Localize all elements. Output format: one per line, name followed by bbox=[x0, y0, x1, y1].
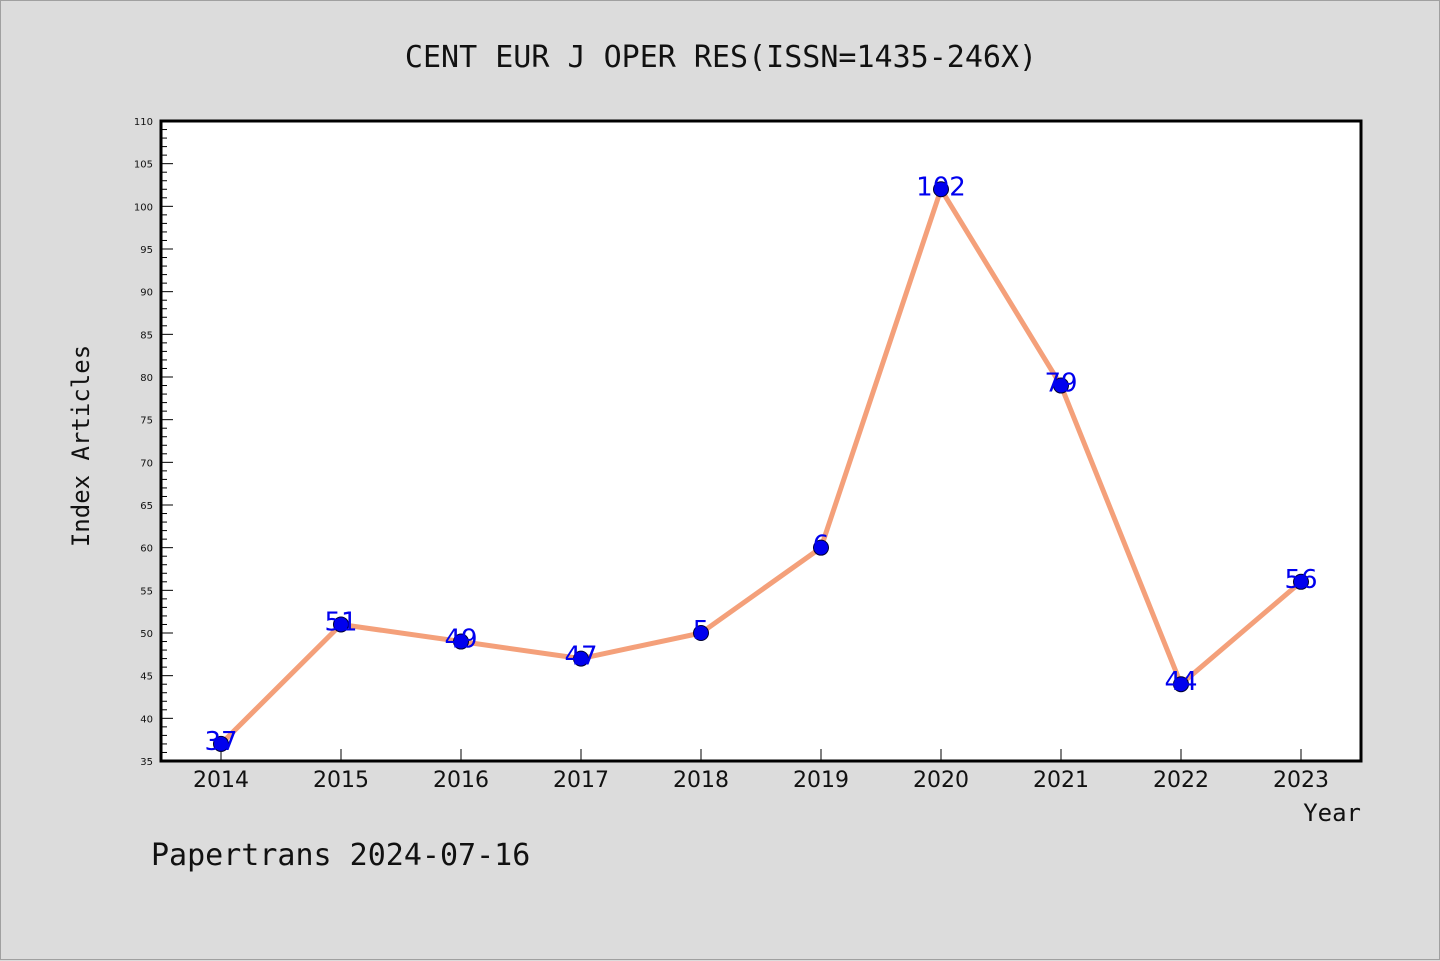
y-tick-label: 50 bbox=[140, 629, 153, 640]
data-label: 56 bbox=[1284, 565, 1317, 595]
x-tick-label: 2021 bbox=[1033, 768, 1089, 793]
x-tick-label: 2017 bbox=[553, 768, 609, 793]
data-point bbox=[333, 616, 349, 633]
data-point bbox=[1053, 377, 1069, 394]
x-tick-label: 2023 bbox=[1273, 768, 1329, 793]
plot-area bbox=[159, 119, 1363, 763]
x-tick-label: 2020 bbox=[913, 768, 969, 793]
data-point bbox=[573, 650, 589, 667]
x-tick-label: 2015 bbox=[313, 768, 369, 793]
y-tick-label: 95 bbox=[140, 245, 153, 256]
data-point bbox=[1293, 573, 1309, 590]
data-label: 49 bbox=[444, 625, 477, 655]
data-label: 6 bbox=[813, 531, 830, 561]
data-label: 47 bbox=[564, 642, 597, 672]
y-tick-label: 105 bbox=[134, 160, 153, 171]
data-label: 44 bbox=[1164, 667, 1197, 697]
data-label: 79 bbox=[1044, 369, 1077, 399]
x-tick-label: 2018 bbox=[673, 768, 729, 793]
series-line bbox=[219, 186, 1303, 746]
x-axis: 2014 2015 2016 2017 2018 2019 2020 2021 2022 2023 bbox=[193, 749, 1329, 793]
data-point bbox=[933, 181, 949, 198]
y-tick-label: 100 bbox=[134, 202, 153, 213]
chart-title: CENT EUR J OPER RES(ISSN=1435-246X) bbox=[405, 40, 1037, 75]
y-tick-label: 85 bbox=[140, 330, 153, 341]
data-point bbox=[453, 633, 469, 650]
y-tick-label: 65 bbox=[140, 501, 153, 512]
y-tick-label: 55 bbox=[140, 586, 153, 597]
data-label: 102 bbox=[916, 172, 966, 202]
data-point bbox=[1173, 676, 1189, 693]
y-tick-label: 70 bbox=[140, 458, 153, 469]
y-tick-label: 45 bbox=[140, 672, 153, 683]
x-axis-title: Year bbox=[1303, 799, 1361, 827]
x-tick-label: 2016 bbox=[433, 768, 489, 793]
x-tick-label: 2014 bbox=[193, 768, 249, 793]
data-point bbox=[693, 625, 709, 641]
y-tick-label: 60 bbox=[140, 544, 153, 555]
y-axis: 35 40 45 50 55 60 65 70 75 80 85 90 95 100 105 110 bbox=[134, 117, 173, 768]
y-tick-label: 110 bbox=[134, 117, 153, 128]
data-label: 37 bbox=[204, 727, 237, 757]
y-tick-label: 80 bbox=[140, 373, 153, 384]
data-label: 5 bbox=[693, 616, 710, 646]
y-axis-title: Index Articles bbox=[67, 345, 95, 547]
data-point bbox=[813, 539, 829, 556]
data-point bbox=[213, 735, 229, 752]
x-tick-label: 2019 bbox=[793, 768, 849, 793]
y-tick-label: 40 bbox=[140, 714, 153, 725]
y-tick-label: 90 bbox=[140, 288, 153, 299]
x-tick-label: 2022 bbox=[1153, 768, 1209, 793]
footer-watermark: Papertrans 2024-07-16 bbox=[151, 838, 530, 873]
y-tick-label: 35 bbox=[140, 757, 153, 768]
y-tick-label: 75 bbox=[140, 416, 153, 427]
data-label: 51 bbox=[324, 607, 357, 637]
